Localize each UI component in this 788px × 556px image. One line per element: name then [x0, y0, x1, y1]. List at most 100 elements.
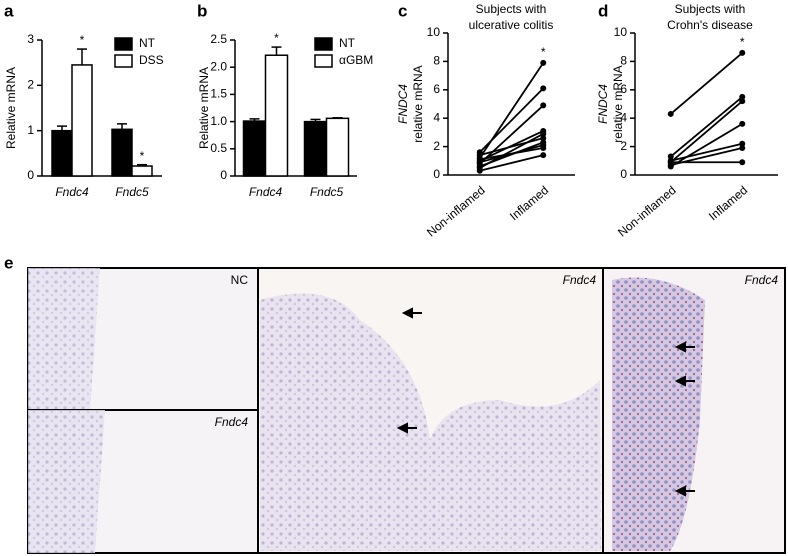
y-tick-label: 3: [27, 32, 34, 46]
panel-label: d: [598, 1, 608, 20]
tissue: [28, 410, 105, 553]
significance-mark: *: [274, 31, 279, 45]
y-tick-label: 4: [620, 110, 627, 124]
pair-line: [670, 123, 743, 168]
pair-line: [670, 52, 743, 115]
bar: [71, 64, 93, 177]
point: [667, 153, 674, 160]
point: [540, 130, 547, 137]
y-tick-label: 0: [27, 168, 34, 182]
legend-label: NT: [339, 36, 356, 50]
x-tick-label: Fndc4: [55, 185, 89, 199]
micrographs: e NC Fndc4 Fndc4 Fndc4: [4, 253, 786, 554]
point: [739, 120, 746, 127]
y-tick-label: 2: [27, 78, 34, 92]
y-tick-label: 1: [27, 123, 34, 137]
bar: [303, 120, 328, 177]
legend-swatch: [114, 37, 133, 51]
legend-label: NT: [139, 36, 156, 50]
point: [739, 93, 746, 100]
panel-label: a: [4, 1, 14, 20]
y-tick-label: 4: [433, 110, 440, 124]
bar: [111, 128, 133, 177]
x-tick-label: Inflamed: [706, 183, 750, 223]
bar: [131, 165, 153, 177]
y-tick-label: 6: [620, 82, 627, 96]
bar: [242, 120, 267, 177]
point: [667, 159, 674, 166]
y-tick-label: 10: [614, 25, 628, 39]
significance-mark: *: [140, 149, 145, 163]
x-tick-label: Inflamed: [507, 183, 551, 223]
y-axis-label: relative mRNA: [611, 65, 625, 142]
legend-label: αGBM: [339, 53, 373, 67]
y-axis-label: Relative mRNA: [4, 67, 18, 149]
panel-label: e: [4, 253, 13, 272]
y-tick-label: 2: [433, 139, 440, 153]
pair-line: [479, 104, 544, 165]
y-tick-label: 6: [433, 82, 440, 96]
point: [540, 59, 547, 66]
pair-line: [479, 137, 544, 156]
significance-mark: *: [80, 33, 85, 47]
panel-label: c: [398, 1, 407, 20]
y-tick-label: 8: [620, 54, 627, 68]
y-axis-label: relative mRNA: [411, 65, 425, 142]
pair-line: [479, 154, 544, 172]
y-tick-label: 0.5: [210, 141, 227, 155]
legend-swatch: [314, 54, 333, 68]
chart-title: ulcerative colitis: [469, 18, 554, 32]
point: [476, 152, 483, 159]
x-tick-label: Non-inflamed: [424, 183, 488, 240]
y-axis-label: FNDC4: [396, 84, 410, 124]
pair-line: [670, 100, 743, 163]
image-label: Fndc4: [563, 273, 597, 287]
significance-mark: *: [740, 35, 745, 49]
point: [540, 152, 547, 159]
y-tick-label: 10: [427, 25, 441, 39]
chart-title: Subjects with: [675, 2, 746, 16]
image-label: NC: [231, 273, 249, 287]
bar: [51, 129, 73, 177]
point: [476, 167, 483, 174]
y-tick-label: 8: [433, 54, 440, 68]
point: [739, 159, 746, 166]
bar: [325, 117, 350, 177]
point: [476, 163, 483, 170]
y-tick-label: 0: [433, 167, 440, 181]
point: [540, 145, 547, 152]
x-tick-label: Non-inflamed: [615, 183, 679, 240]
point: [739, 49, 746, 56]
image-label: Fndc4: [745, 273, 779, 287]
point: [667, 110, 674, 117]
tissue: [28, 268, 100, 410]
y-tick-label: 2.0: [210, 59, 227, 73]
significance-mark: *: [541, 45, 546, 59]
legend-swatch: [114, 54, 133, 68]
point: [739, 140, 746, 147]
point: [739, 145, 746, 152]
x-tick-label: Fndc4: [249, 185, 283, 199]
image-label: Fndc4: [215, 415, 249, 429]
y-axis-label: FNDC4: [596, 84, 610, 124]
point: [739, 98, 746, 105]
pair-line: [670, 142, 743, 162]
x-tick-label: Fndc5: [310, 185, 344, 199]
legend-swatch: [314, 37, 333, 51]
y-tick-label: 2.5: [210, 32, 227, 46]
panel-label: b: [197, 1, 207, 20]
point: [540, 102, 547, 109]
y-tick-label: 1.0: [210, 114, 227, 128]
y-axis-label: Relative mRNA: [197, 67, 211, 149]
chart-title: Crohn's disease: [667, 18, 753, 32]
y-tick-label: 1.5: [210, 87, 227, 101]
point: [540, 85, 547, 92]
pair-line: [479, 147, 544, 161]
legend-label: DSS: [139, 53, 164, 67]
y-tick-label: 0: [620, 167, 627, 181]
arrows: [396, 307, 695, 497]
pair-line: [479, 87, 544, 153]
point: [476, 156, 483, 163]
point: [540, 135, 547, 142]
